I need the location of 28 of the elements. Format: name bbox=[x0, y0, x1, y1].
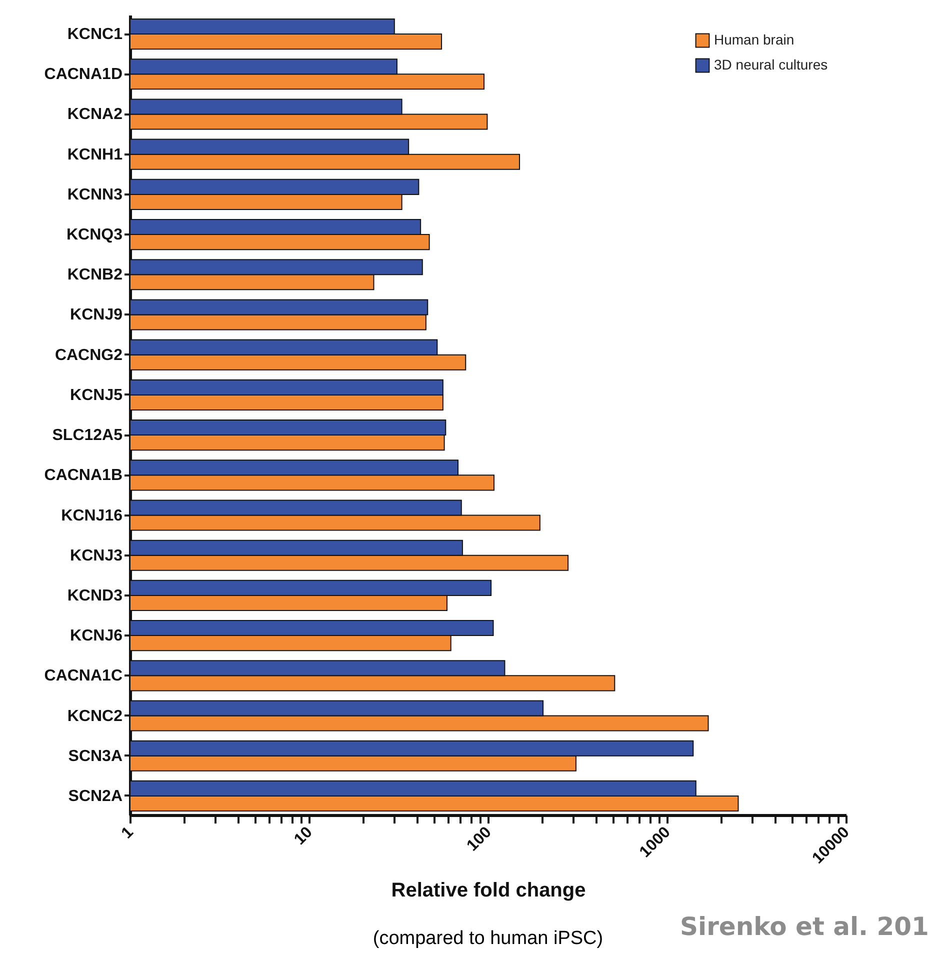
y-tick-label: CACNG2 bbox=[54, 346, 123, 364]
y-tick-label: KCNN3 bbox=[67, 186, 123, 204]
y-tick-label: KCNJ16 bbox=[61, 507, 123, 524]
y-tick-label: KCNJ3 bbox=[70, 547, 123, 564]
x-axis-title: Relative fold change bbox=[391, 880, 586, 902]
text: Sirenko et al. 201 bbox=[680, 912, 929, 941]
y-tick-label: KCNJ5 bbox=[70, 386, 123, 404]
x-tick-label: 1 bbox=[118, 824, 137, 842]
y-tick-label: CACNA1B bbox=[44, 467, 122, 484]
legend-label: Human brain bbox=[714, 32, 794, 48]
x-tick-label: 100 bbox=[464, 824, 495, 855]
y-tick-label: KCNA2 bbox=[67, 106, 123, 124]
y-tick-label: CACNA1C bbox=[44, 668, 123, 685]
legend-label: 3D neural cultures bbox=[714, 56, 828, 72]
y-tick-label: KCNQ3 bbox=[66, 226, 123, 244]
y-tick-label: SCN3A bbox=[68, 748, 123, 765]
y-tick-label: KCNC2 bbox=[67, 708, 123, 725]
y-tick-label: SCN2A bbox=[68, 788, 123, 805]
y-tick-label: SLC12A5 bbox=[52, 427, 123, 444]
y-tick-label: KCNC1 bbox=[67, 26, 123, 44]
y-tick-label: KCNB2 bbox=[67, 266, 123, 284]
text: (compared to human iPSC) bbox=[372, 928, 604, 949]
y-tick-label: KCND3 bbox=[67, 587, 123, 604]
x-tick-label: 10 bbox=[291, 824, 316, 848]
y-tick-label: KCNJ9 bbox=[70, 306, 123, 324]
y-tick-label: KCNJ6 bbox=[70, 628, 123, 645]
y-tick-label: CACNA1D bbox=[44, 66, 122, 84]
y-tick-label: KCNH1 bbox=[67, 146, 123, 164]
